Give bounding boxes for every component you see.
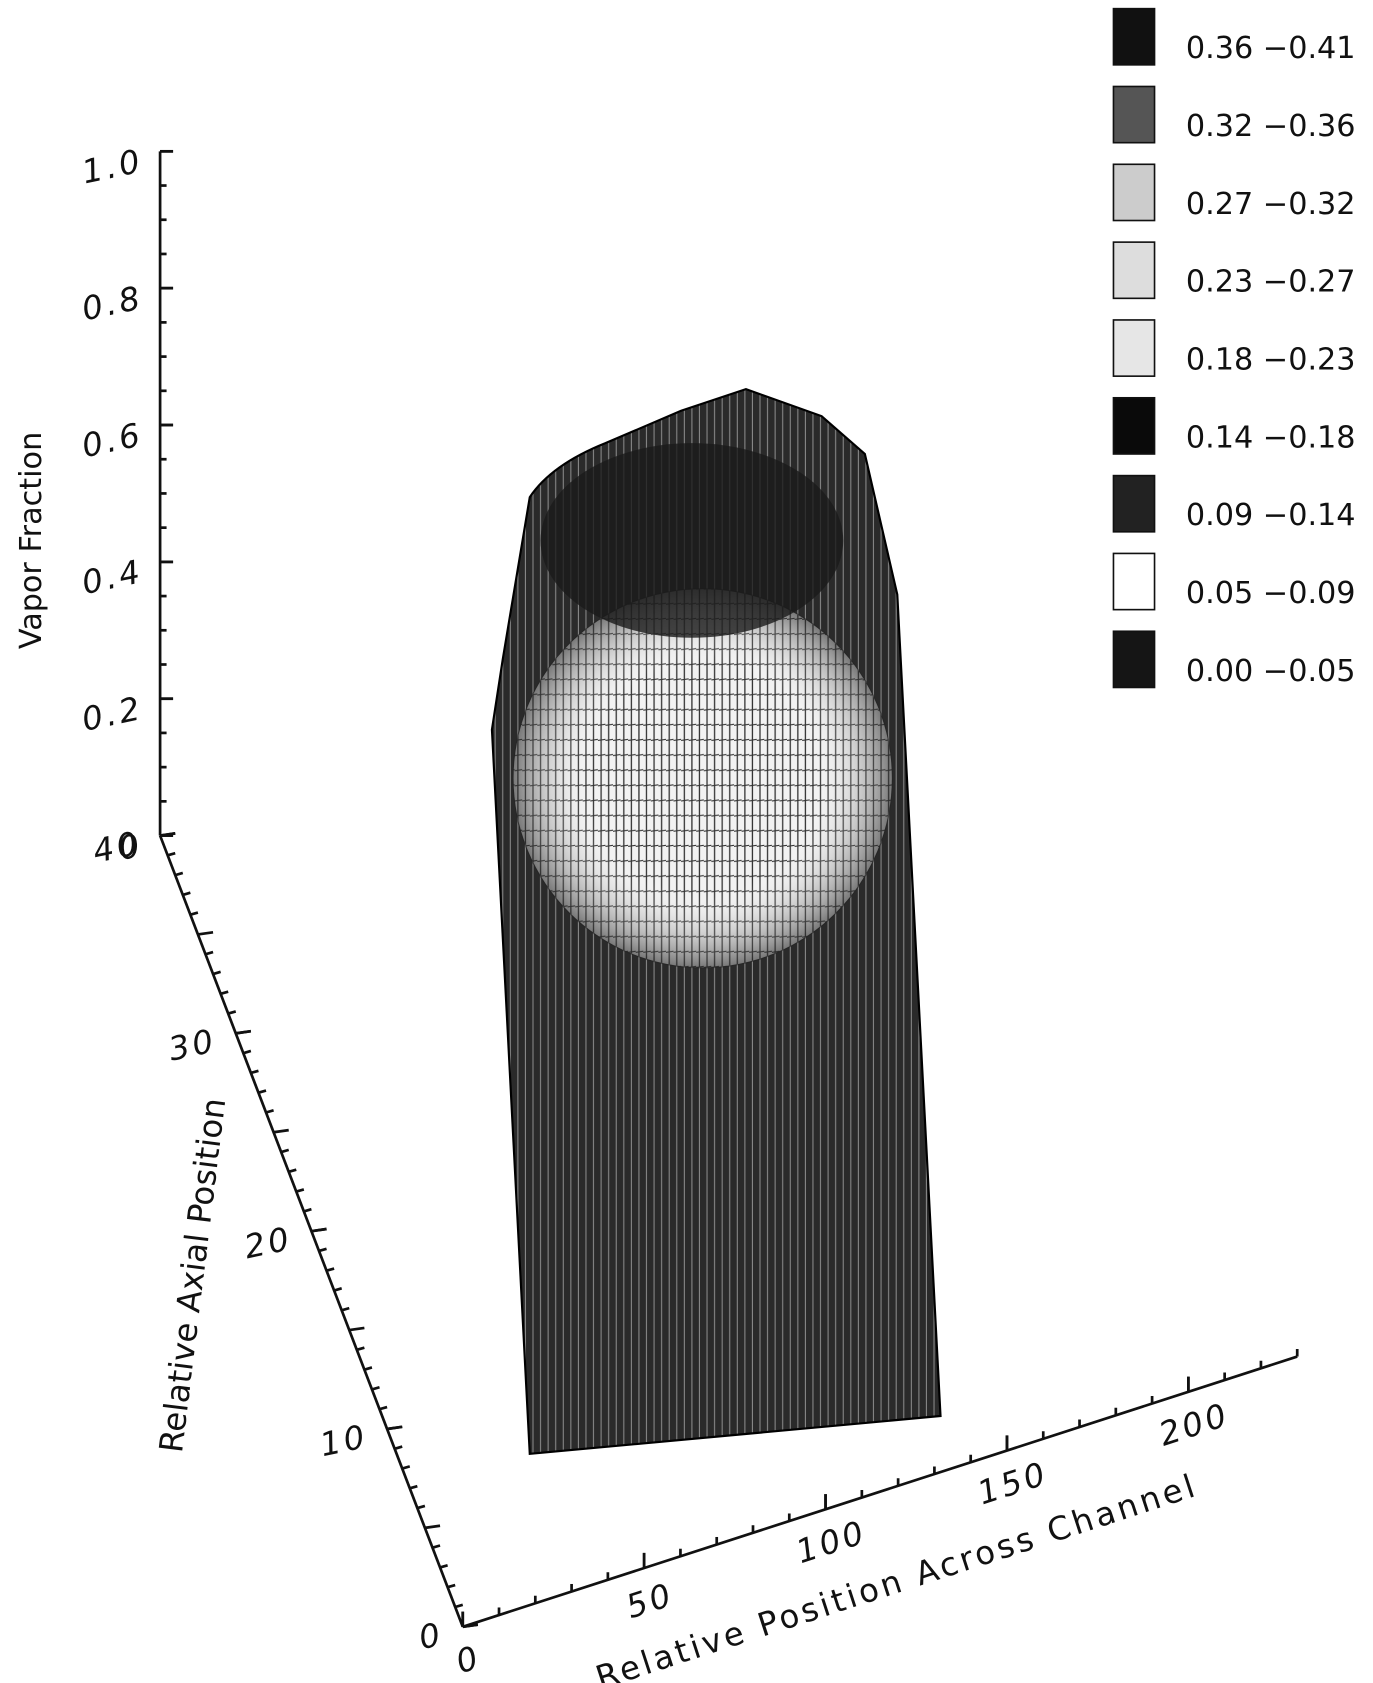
legend-label: 0.09 −0.14 xyxy=(1186,498,1356,533)
minor-tick xyxy=(341,1306,350,1312)
y-tick xyxy=(386,1425,403,1431)
legend-swatch xyxy=(1112,630,1156,689)
y-tick xyxy=(311,1227,327,1233)
z-tick-label: 0.6 xyxy=(79,415,147,465)
legend-swatch xyxy=(1112,552,1156,611)
minor-tick xyxy=(439,1563,448,1569)
legend-swatch xyxy=(1112,241,1156,300)
legend-label: 0.36 −0.41 xyxy=(1186,31,1356,66)
minor-tick xyxy=(288,1168,297,1174)
minor-tick xyxy=(182,891,191,897)
minor-tick xyxy=(227,1010,237,1015)
minor-tick xyxy=(349,1326,365,1332)
y-tick-label: 30 xyxy=(165,1021,220,1068)
legend-label: 0.00 −0.05 xyxy=(1186,654,1356,689)
minor-tick xyxy=(273,1128,289,1134)
legend-label: 0.05 −0.09 xyxy=(1186,576,1356,611)
minor-tick xyxy=(258,1089,267,1095)
y-axis-title: Relative Axial Position xyxy=(152,1096,233,1455)
legend-swatch xyxy=(1112,163,1156,222)
z-axis-title: Vapor Fraction xyxy=(14,432,49,649)
legend-label: 0.14 −0.18 xyxy=(1186,420,1356,455)
x-tick-label: 100 xyxy=(792,1513,872,1571)
minor-tick xyxy=(220,990,229,996)
legend-label: 0.23 −0.27 xyxy=(1186,265,1356,300)
minor-tick xyxy=(401,1465,411,1470)
legend-swatch xyxy=(1112,396,1156,455)
x-tick-label: 0 xyxy=(451,1638,485,1682)
minor-tick xyxy=(333,1287,343,1292)
minor-tick xyxy=(205,950,214,956)
minor-tick xyxy=(189,911,199,916)
minor-tick xyxy=(280,1148,290,1154)
legend-label: 0.32 −0.36 xyxy=(1186,109,1356,144)
minor-tick xyxy=(326,1267,335,1273)
minor-tick xyxy=(432,1544,441,1549)
minor-tick xyxy=(371,1385,380,1391)
minor-tick xyxy=(379,1405,388,1411)
minor-tick xyxy=(409,1484,418,1490)
minor-tick xyxy=(424,1524,441,1530)
minor-tick xyxy=(356,1346,365,1352)
minor-tick xyxy=(295,1188,305,1193)
minor-tick xyxy=(250,1069,259,1075)
legend-swatch xyxy=(1112,474,1156,533)
minor-tick xyxy=(318,1247,327,1253)
y-tick-label: 20 xyxy=(241,1219,296,1266)
z-tick-label: 0.2 xyxy=(79,689,147,739)
z-tick-label: 1.0 xyxy=(79,142,147,192)
minor-tick xyxy=(416,1504,426,1510)
legend-swatch xyxy=(1112,7,1156,66)
x-tick-label: 200 xyxy=(1154,1395,1234,1453)
legend-label: 0.27 −0.32 xyxy=(1186,187,1356,222)
legend-swatch xyxy=(1112,85,1156,144)
z-tick-label: 0.4 xyxy=(79,552,147,602)
x-tick-label: 150 xyxy=(973,1454,1053,1512)
y-tick xyxy=(159,832,176,837)
y-tick-label: 10 xyxy=(317,1417,372,1464)
x-axis xyxy=(462,1355,1298,1629)
y-tick xyxy=(235,1029,252,1035)
minor-tick xyxy=(212,970,221,976)
minor-tick xyxy=(447,1583,456,1589)
minor-tick xyxy=(174,871,184,877)
x-axis-title: Relative Position Across Channel xyxy=(591,1466,1202,1683)
surface xyxy=(490,387,942,1456)
z-tick-label: 0.8 xyxy=(79,278,147,328)
minor-tick xyxy=(394,1445,403,1451)
minor-tick xyxy=(242,1049,252,1055)
minor-tick xyxy=(167,851,176,857)
minor-tick xyxy=(303,1207,312,1213)
y-tick-label: 0 xyxy=(416,1615,447,1657)
legend-swatch xyxy=(1112,319,1156,377)
x-tick-label: 50 xyxy=(621,1575,678,1626)
y-tick xyxy=(462,1623,479,1629)
minor-tick xyxy=(364,1366,373,1371)
minor-tick xyxy=(454,1603,464,1609)
minor-tick xyxy=(265,1109,274,1114)
legend-label: 0.18 −0.23 xyxy=(1186,343,1356,378)
minor-tick xyxy=(197,930,214,936)
